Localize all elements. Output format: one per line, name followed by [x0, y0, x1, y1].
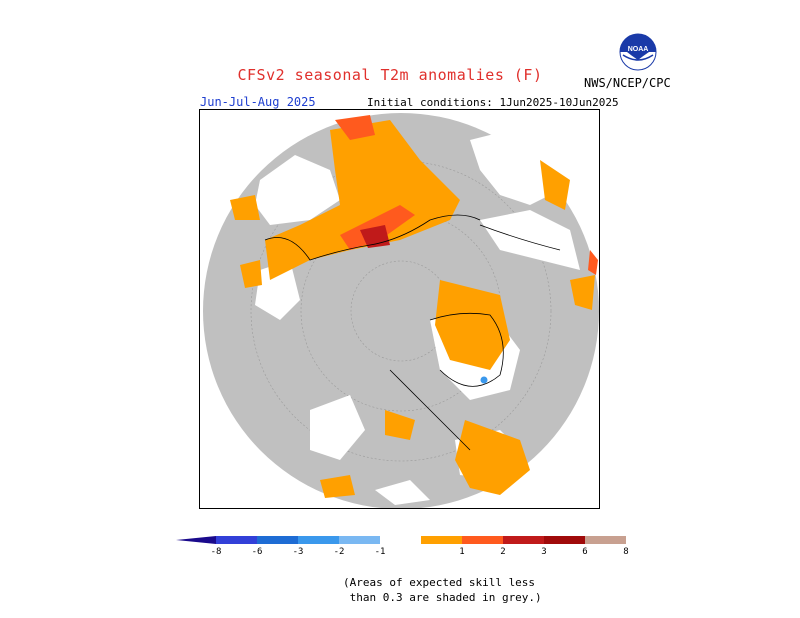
map-title: CFSv2 seasonal T2m anomalies (F): [237, 66, 543, 84]
legend-bin: [339, 536, 380, 544]
legend-bin: [462, 536, 503, 544]
legend-tick-label: -8: [210, 547, 222, 557]
warm-anomaly-1: [230, 120, 595, 498]
legend-tick-label: 2: [500, 547, 506, 557]
legend-bin: [257, 536, 298, 544]
legend-bin: [380, 536, 421, 544]
legend-bin: [216, 536, 257, 544]
color-legend-bar: [176, 534, 666, 558]
coastlines: [264, 214, 561, 451]
legend-tick-label: -3: [292, 547, 304, 557]
season-label: Jun-Jul-Aug 2025: [200, 95, 316, 109]
legend-tick-label: 8: [623, 547, 629, 557]
legend-arrow-low: [176, 536, 216, 544]
initial-conditions-label: Initial conditions: 1Jun2025-10Jun2025: [367, 96, 619, 109]
cool-anomaly-spot: [480, 376, 488, 384]
legend-tick-label: -2: [333, 547, 345, 557]
legend-bin: [298, 536, 339, 544]
legend-bin: [421, 536, 462, 544]
noaa-logo: NOAA: [619, 33, 657, 71]
legend-tick-label: 3: [541, 547, 547, 557]
legend-tick-label: -1: [374, 547, 386, 557]
legend-tick-label: 6: [582, 547, 588, 557]
polar-anomaly-map: [199, 109, 600, 509]
legend-bin: [503, 536, 544, 544]
skill-note: (Areas of expected skill less than 0.3 a…: [343, 576, 542, 604]
legend-tick-label: 1: [459, 547, 465, 557]
agency-label: NWS/NCEP/CPC: [584, 76, 671, 90]
legend-bin: [544, 536, 585, 544]
logo-text: NOAA: [628, 46, 649, 53]
legend-bin: [585, 536, 626, 544]
legend-tick-label: -6: [251, 547, 263, 557]
